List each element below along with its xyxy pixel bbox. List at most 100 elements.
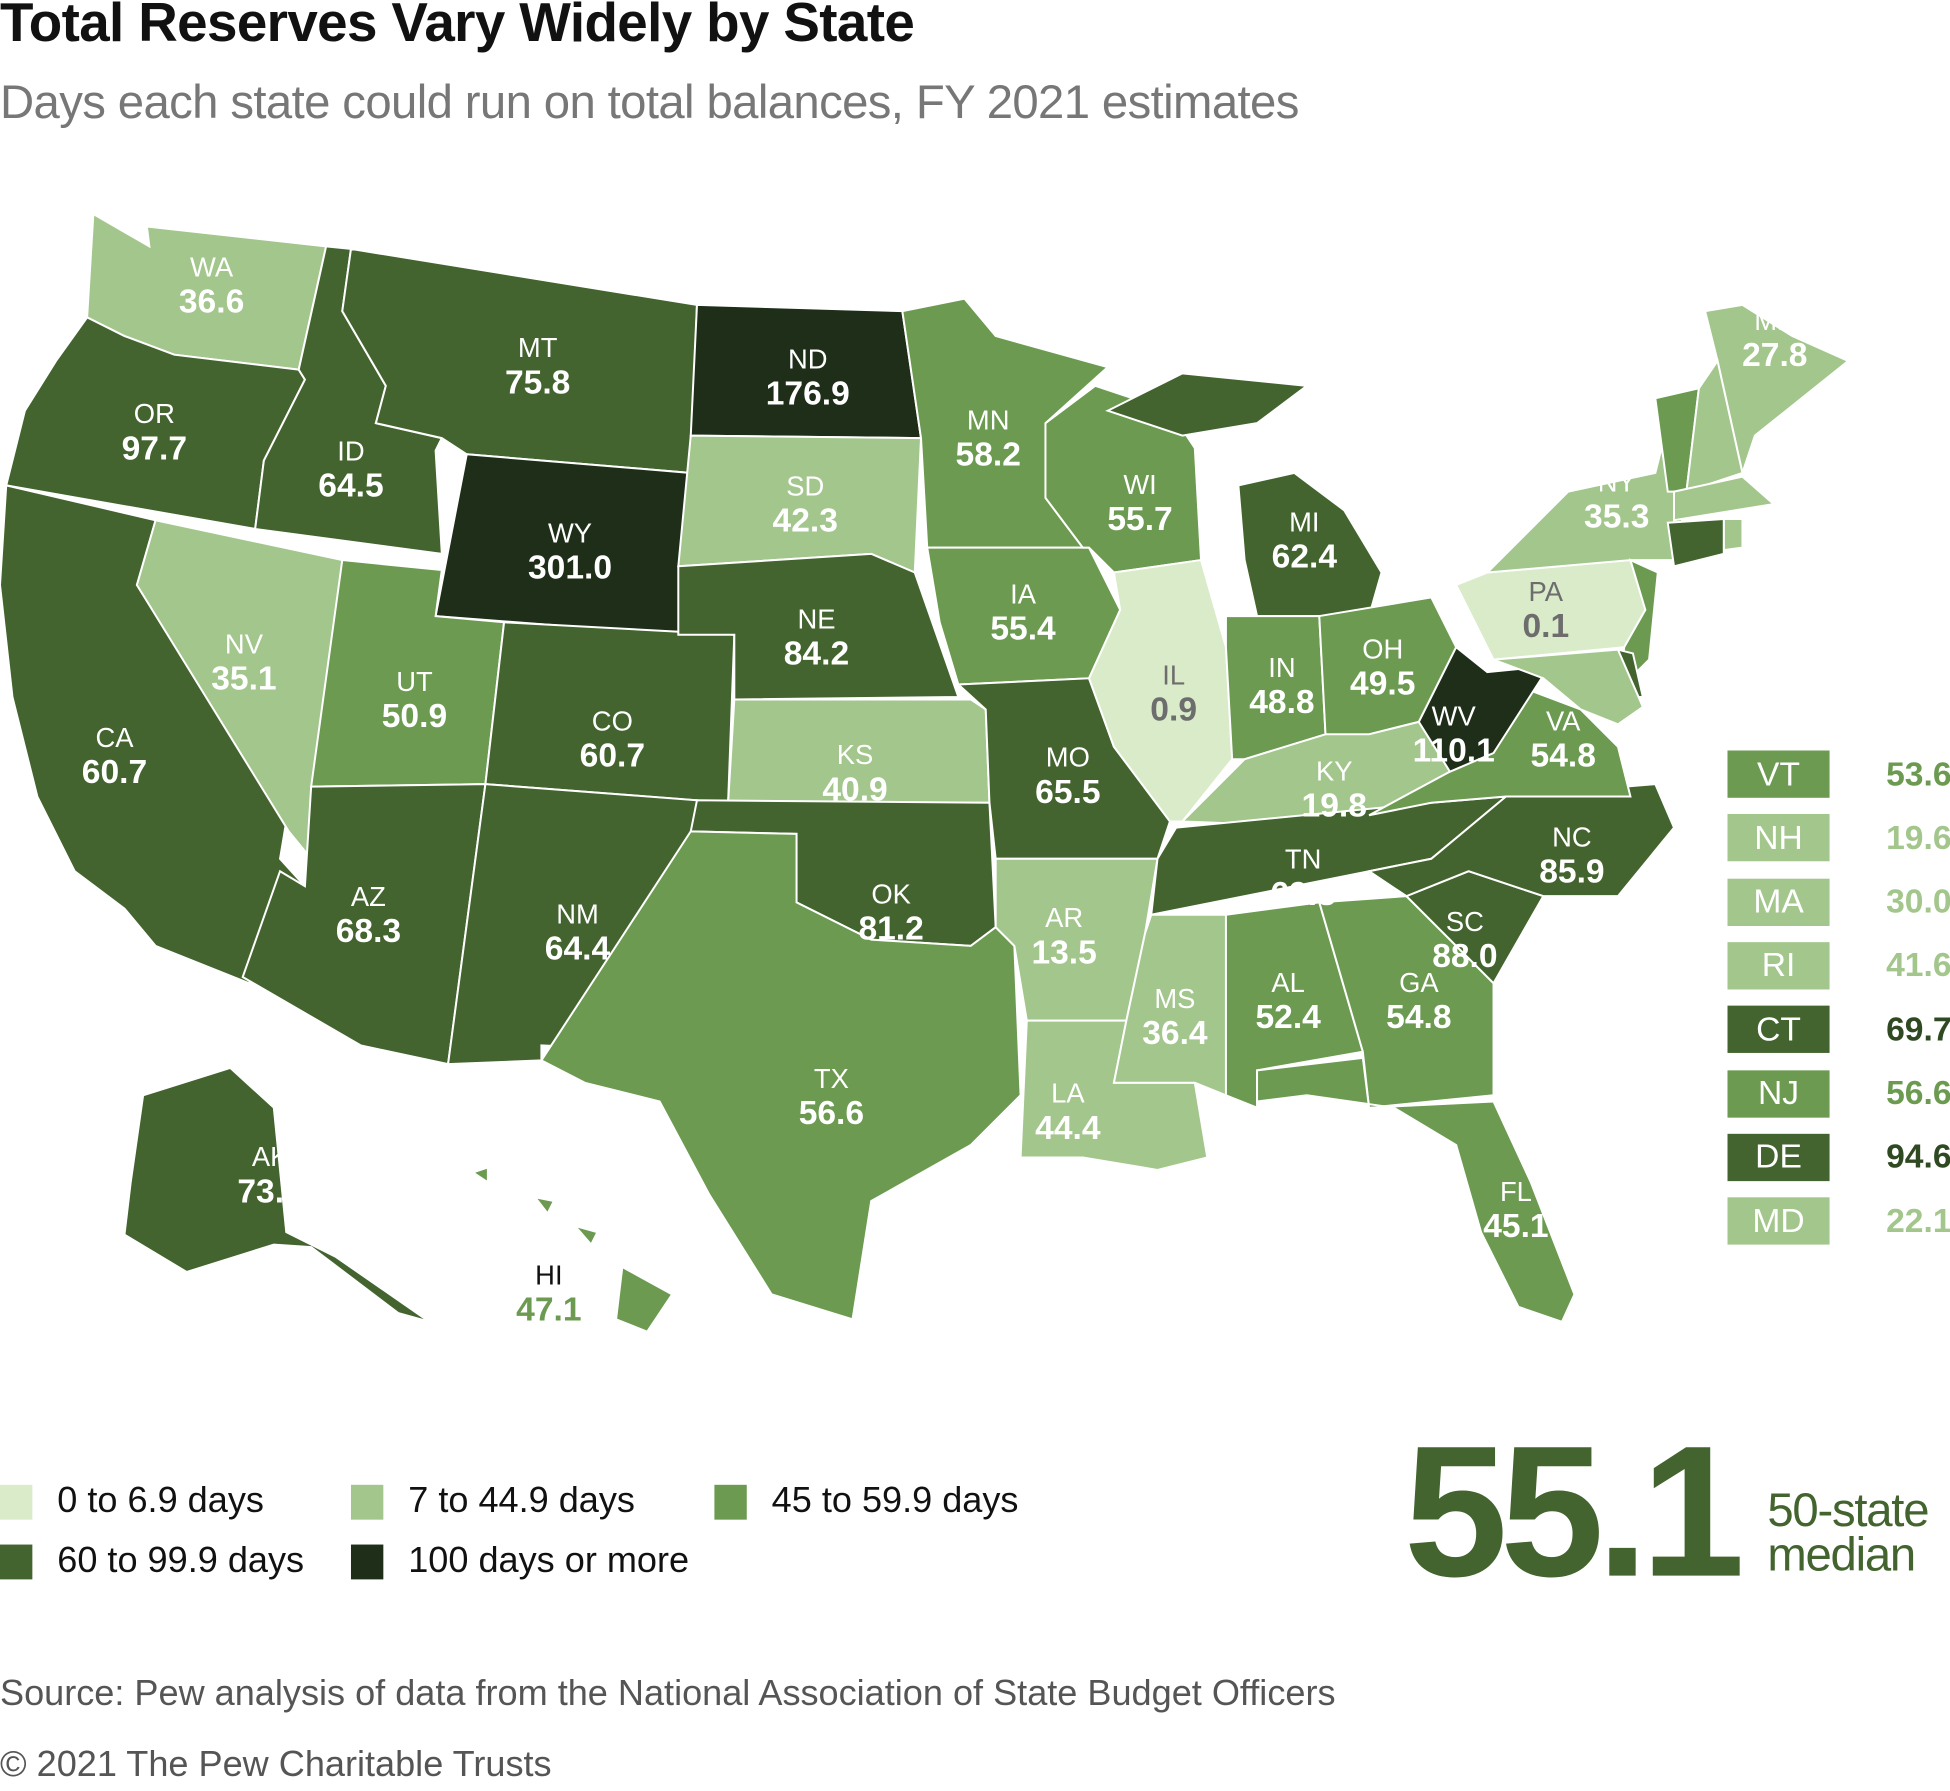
state-label-va: VA xyxy=(1546,706,1581,737)
state-label-fl: FL xyxy=(1500,1176,1532,1207)
small-state-code: NH xyxy=(1727,814,1830,862)
small-state-row: DE 94.6 xyxy=(1727,1133,1950,1181)
state-value-wi: 55.7 xyxy=(1107,501,1172,538)
chart-subtitle: Days each state could run on total balan… xyxy=(0,77,1299,130)
state-value-ar: 13.5 xyxy=(1031,934,1096,971)
state-label-sd: SD xyxy=(786,470,824,501)
state-label-mi: MI xyxy=(1289,506,1319,537)
small-state-code: NJ xyxy=(1727,1069,1830,1118)
state-value-ky: 19.8 xyxy=(1302,787,1367,824)
state-value-az: 68.3 xyxy=(336,913,401,950)
state-label-oh: OH xyxy=(1362,633,1403,664)
state-ri xyxy=(1722,518,1744,552)
small-state-row: NH 19.6 xyxy=(1727,814,1950,862)
small-state-code: VT xyxy=(1727,750,1830,798)
state-value-or: 97.7 xyxy=(122,430,187,467)
small-state-value: 30.0 xyxy=(1886,882,1950,920)
legend-swatch xyxy=(0,1543,33,1579)
state-label-nd: ND xyxy=(788,343,828,374)
legend-label: 60 to 99.9 days xyxy=(57,1540,305,1581)
state-ne xyxy=(677,552,960,701)
state-value-sc: 88.0 xyxy=(1432,938,1497,975)
state-label-wa: WA xyxy=(190,251,234,282)
state-value-mn: 58.2 xyxy=(956,436,1021,473)
state-value-ak: 73.4 xyxy=(237,1173,303,1210)
state-label-wy: WY xyxy=(548,518,592,549)
state-label-ar: AR xyxy=(1045,902,1083,933)
state-label-ne: NE xyxy=(797,604,835,635)
state-value-il: 0.9 xyxy=(1150,692,1197,729)
state-value-id: 64.5 xyxy=(318,468,383,505)
legend-label: 0 to 6.9 days xyxy=(57,1481,264,1521)
state-label-ny: NY xyxy=(1598,467,1636,498)
state-label-id: ID xyxy=(337,436,364,467)
state-label-ms: MS xyxy=(1154,983,1195,1014)
state-label-ky: KY xyxy=(1316,755,1353,786)
state-value-ca: 60.7 xyxy=(82,754,147,791)
state-tx xyxy=(539,830,1022,1321)
legend-swatch xyxy=(350,1543,384,1579)
state-value-ok: 81.2 xyxy=(858,911,923,948)
state-label-tx: TX xyxy=(814,1063,849,1094)
small-state-row: MD 22.1 xyxy=(1727,1197,1950,1245)
state-label-nm: NM xyxy=(556,898,599,929)
state-value-ms: 36.4 xyxy=(1142,1015,1208,1052)
small-state-code: MA xyxy=(1727,878,1830,926)
state-value-mi: 62.4 xyxy=(1272,539,1338,576)
state-label-sc: SC xyxy=(1446,906,1484,937)
state-label-mn: MN xyxy=(967,404,1010,435)
legend-item: 100 days or more xyxy=(350,1541,689,1582)
state-label-tn: TN xyxy=(1285,844,1321,875)
small-state-row: RI 41.6 xyxy=(1727,942,1950,990)
legend-label: 45 to 59.9 days xyxy=(771,1481,1019,1521)
small-state-value: 69.7 xyxy=(1886,1010,1950,1048)
state-label-az: AZ xyxy=(351,881,386,912)
median-label-line2: median xyxy=(1767,1529,1916,1582)
state-value-tn: 69.8 xyxy=(1270,876,1335,913)
small-state-row: NJ 56.6 xyxy=(1727,1069,1950,1118)
state-mi xyxy=(1105,372,1310,437)
state-label-in: IN xyxy=(1268,652,1295,683)
state-value-in: 48.8 xyxy=(1249,684,1314,721)
legend-item: 7 to 44.9 days xyxy=(350,1481,635,1522)
state-value-ny: 35.3 xyxy=(1584,499,1649,536)
legend-swatch xyxy=(350,1484,384,1520)
state-value-wa: 36.6 xyxy=(179,283,244,320)
state-label-wv: WV xyxy=(1432,701,1477,732)
small-state-code: DE xyxy=(1727,1133,1830,1181)
state-mi xyxy=(1237,471,1383,618)
copyright: © 2021 The Pew Charitable Trusts xyxy=(0,1744,552,1785)
state-label-mo: MO xyxy=(1046,742,1090,773)
small-state-value: 53.6 xyxy=(1886,754,1950,793)
source-note: Source: Pew analysis of data from the Na… xyxy=(0,1673,1336,1714)
small-state-value: 41.6 xyxy=(1886,946,1950,984)
state-label-la: LA xyxy=(1051,1078,1085,1109)
state-value-tx: 56.6 xyxy=(799,1095,864,1132)
state-me xyxy=(1703,303,1851,477)
state-value-nd: 176.9 xyxy=(766,375,850,412)
state-value-nm: 64.4 xyxy=(545,931,611,968)
state-value-ne: 84.2 xyxy=(784,636,849,673)
median-label: 50-state median xyxy=(1767,1487,1929,1582)
state-label-il: IL xyxy=(1162,660,1185,691)
state-label-ak: AK xyxy=(252,1141,289,1172)
state-value-wy: 301.0 xyxy=(528,550,612,587)
state-label-wi: WI xyxy=(1123,469,1156,500)
state-value-fl: 45.1 xyxy=(1483,1208,1548,1245)
state-hi xyxy=(532,1195,556,1216)
median-value: 55.1 xyxy=(1403,1406,1745,1616)
legend-swatch xyxy=(0,1484,33,1520)
state-nc xyxy=(1366,783,1676,898)
state-hi xyxy=(614,1265,674,1333)
small-state-row: CT 69.7 xyxy=(1727,1005,1950,1054)
state-label-ok: OK xyxy=(871,879,911,910)
legend-swatch xyxy=(714,1484,747,1520)
state-value-ks: 40.9 xyxy=(822,771,887,808)
state-value-wv: 110.1 xyxy=(1413,733,1495,770)
legend-item: 60 to 99.9 days xyxy=(0,1541,304,1582)
small-state-value: 56.6 xyxy=(1886,1074,1950,1112)
state-hi xyxy=(470,1166,489,1185)
state-value-al: 52.4 xyxy=(1255,999,1321,1036)
